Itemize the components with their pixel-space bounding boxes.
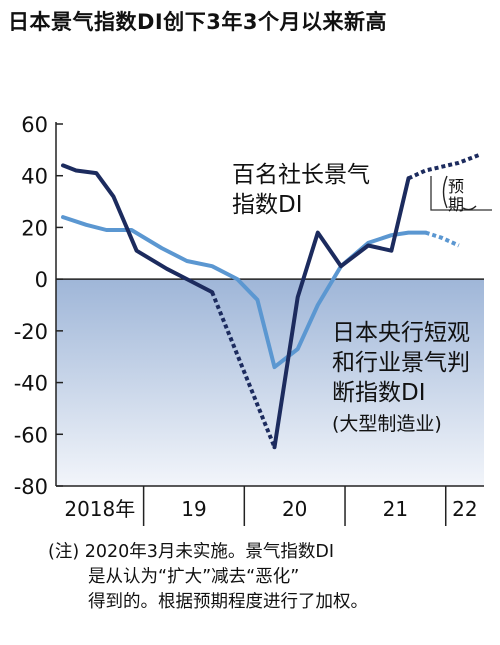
footnote: (注) 2020年3月未实施。景气指数DI 是从认为“扩大”减去“恶化” 得到的… [48, 540, 368, 615]
x-axis: 2018年 19 20 21 22 [64, 486, 478, 526]
series-president-label: 百名社长景气 [232, 162, 370, 188]
y-tick-label: 0 [35, 268, 48, 292]
forecast-paren-left [442, 175, 448, 209]
series-tankan-line [61, 215, 428, 370]
y-tick-label: -20 [14, 320, 48, 344]
series-tankan-forecast [424, 230, 460, 248]
y-tick-label: -80 [14, 475, 48, 499]
series-president-line [61, 163, 215, 295]
x-tick-label: 22 [452, 497, 477, 521]
line-chart: 60 40 20 0 -20 -40 -60 -80 2018年 19 20 21 22 百名社长景气… [14, 113, 492, 526]
footnote-line-1: (注) 2020年3月未实施。景气指数DI [48, 542, 335, 562]
forecast-label: 期 [448, 195, 464, 214]
x-tick-label: 19 [181, 497, 206, 521]
series-tankan-label: (大型制造业) [332, 413, 442, 435]
footnote-line-3: 得到的。根据预期程度进行了加权。 [88, 592, 368, 612]
y-tick-label: 60 [21, 113, 48, 137]
x-tick-label: 21 [383, 497, 408, 521]
series-tankan-label: 和行业景气判 [332, 350, 470, 376]
negative-region [56, 279, 484, 486]
x-tick-label: 20 [282, 497, 307, 521]
y-tick-label: 20 [21, 216, 48, 240]
plot-frame [55, 122, 484, 487]
footnote-line-2: 是从认为“扩大”减去“恶化” [88, 567, 300, 587]
series-tankan-label: 断指数DI [332, 380, 426, 406]
y-tick-label: 40 [21, 165, 48, 189]
series-president-line-after [272, 176, 411, 450]
forecast-paren-right [462, 205, 477, 211]
series-tankan-label: 日本央行短观 [332, 320, 470, 346]
chart-title: 日本景气指数DI创下3年3个月以来新高 [8, 10, 387, 34]
x-tick-label: 2018年 [64, 497, 135, 521]
series-president-label: 指数DI [232, 192, 303, 218]
y-axis: 60 40 20 0 -20 -40 -60 -80 [14, 113, 63, 499]
series-lines [61, 153, 480, 450]
negative-area [56, 279, 484, 486]
forecast-bracket [430, 176, 492, 211]
forecast-label: 预 [448, 177, 464, 196]
y-tick-label: -60 [14, 423, 48, 447]
series-president-forecast [407, 153, 480, 181]
y-tick-label: -40 [14, 372, 48, 396]
